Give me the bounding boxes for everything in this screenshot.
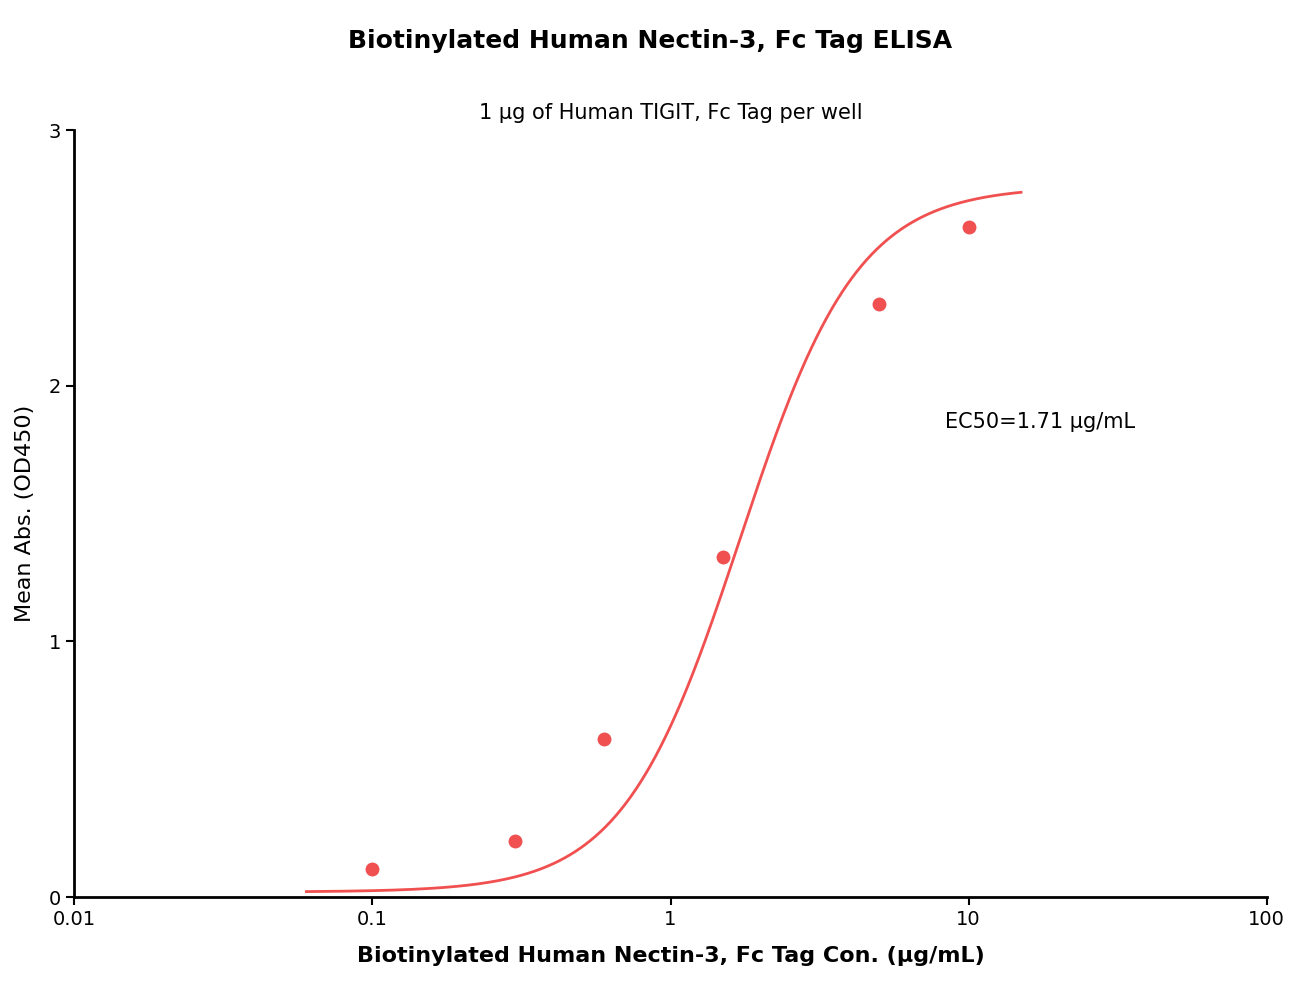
Point bbox=[594, 731, 615, 747]
Point bbox=[868, 296, 889, 312]
Point bbox=[363, 861, 384, 877]
X-axis label: Biotinylated Human Nectin-3, Fc Tag Con. (μg/mL): Biotinylated Human Nectin-3, Fc Tag Con.… bbox=[356, 946, 984, 966]
Y-axis label: Mean Abs. (OD450): Mean Abs. (OD450) bbox=[16, 405, 35, 622]
Point bbox=[504, 833, 525, 849]
Text: Biotinylated Human Nectin-3, Fc Tag ELISA: Biotinylated Human Nectin-3, Fc Tag ELIS… bbox=[348, 29, 952, 53]
Title: 1 μg of Human TIGIT, Fc Tag per well: 1 μg of Human TIGIT, Fc Tag per well bbox=[478, 103, 862, 123]
Point bbox=[712, 549, 733, 565]
Text: EC50=1.71 μg/mL: EC50=1.71 μg/mL bbox=[945, 412, 1135, 432]
Point bbox=[958, 220, 979, 235]
